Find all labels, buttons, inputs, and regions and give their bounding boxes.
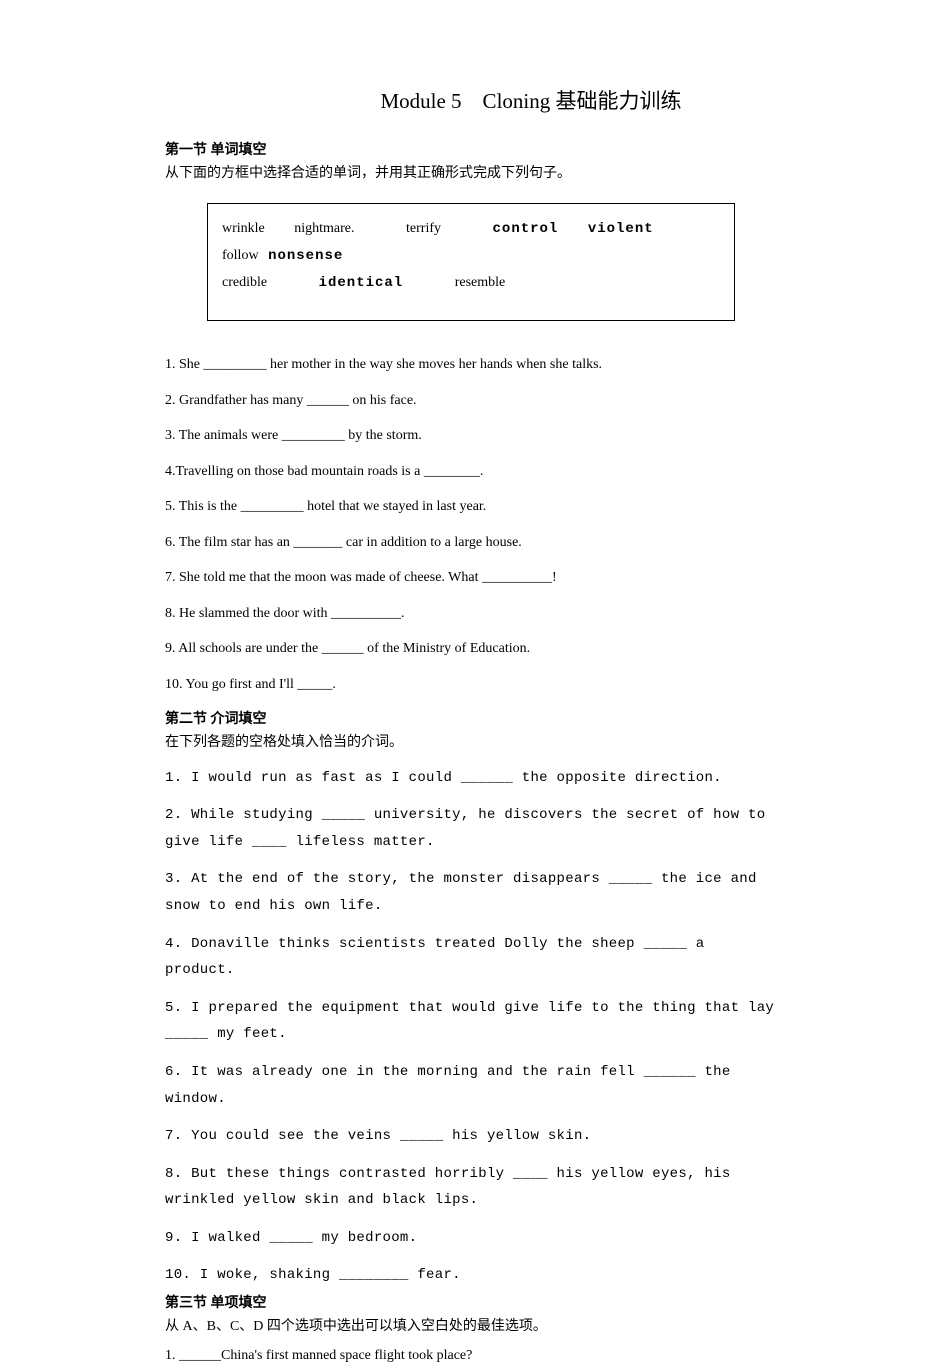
s1-q9: 9. All schools are under the ______ of t…	[165, 637, 777, 662]
word-follow: follow	[222, 248, 259, 263]
s1-q2: 2. Grandfather has many ______ on his fa…	[165, 389, 777, 414]
s2-q7: 7. You could see the veins _____ his yel…	[165, 1123, 777, 1150]
s1-q1: 1. She _________ her mother in the way s…	[165, 353, 777, 378]
s1-q5: 5. This is the _________ hotel that we s…	[165, 495, 777, 520]
s2-q6: 6. It was already one in the morning and…	[165, 1059, 777, 1112]
s2-q9: 9. I walked _____ my bedroom.	[165, 1225, 777, 1252]
s3-q1: 1. ______China's first manned space flig…	[165, 1344, 777, 1368]
s1-q4: 4.Travelling on those bad mountain roads…	[165, 460, 777, 485]
s1-q10: 10. You go first and I'll _____.	[165, 673, 777, 698]
section1-instruction: 从下面的方框中选择合适的单词，并用其正确形式完成下列句子。	[165, 163, 777, 185]
word-credible: credible	[222, 275, 267, 290]
page-title: Module 5 Cloning 基础能力训练	[285, 85, 777, 115]
word-control: control	[493, 221, 559, 237]
section2-instruction: 在下列各题的空格处填入恰当的介词。	[165, 732, 777, 754]
section3-header: 第三节 单项填空	[165, 1292, 777, 1312]
word-identical: identical	[319, 275, 404, 291]
section3-instruction: 从 A、B、C、D 四个选项中选出可以填入空白处的最佳选项。	[165, 1316, 777, 1338]
s2-q3: 3. At the end of the story, the monster …	[165, 866, 777, 919]
s2-q1: 1. I would run as fast as I could ______…	[165, 765, 777, 792]
section2-header: 第二节 介词填空	[165, 708, 777, 728]
s1-q8: 8. He slammed the door with __________.	[165, 602, 777, 627]
word-violent: violent	[588, 221, 654, 237]
s1-q3: 3. The animals were _________ by the sto…	[165, 424, 777, 449]
word-row-2: credible identical resemble	[222, 270, 720, 297]
s2-q5: 5. I prepared the equipment that would g…	[165, 995, 777, 1048]
word-box: wrinkle nightmare. terrify control viole…	[207, 203, 735, 321]
s2-q10: 10. I woke, shaking ________ fear.	[165, 1262, 777, 1289]
word-nonsense: nonsense	[268, 248, 343, 264]
s2-q8: 8. But these things contrasted horribly …	[165, 1161, 777, 1214]
section1-header: 第一节 单词填空	[165, 139, 777, 159]
word-row-1: wrinkle nightmare. terrify control viole…	[222, 216, 720, 269]
word-wrinkle: wrinkle	[222, 221, 265, 236]
word-resemble: resemble	[455, 275, 506, 290]
s1-q6: 6. The film star has an _______ car in a…	[165, 531, 777, 556]
word-nightmare: nightmare.	[294, 221, 354, 236]
s1-q7: 7. She told me that the moon was made of…	[165, 566, 777, 591]
word-terrify: terrify	[406, 221, 441, 236]
s2-q2: 2. While studying _____ university, he d…	[165, 802, 777, 855]
s2-q4: 4. Donaville thinks scientists treated D…	[165, 931, 777, 984]
